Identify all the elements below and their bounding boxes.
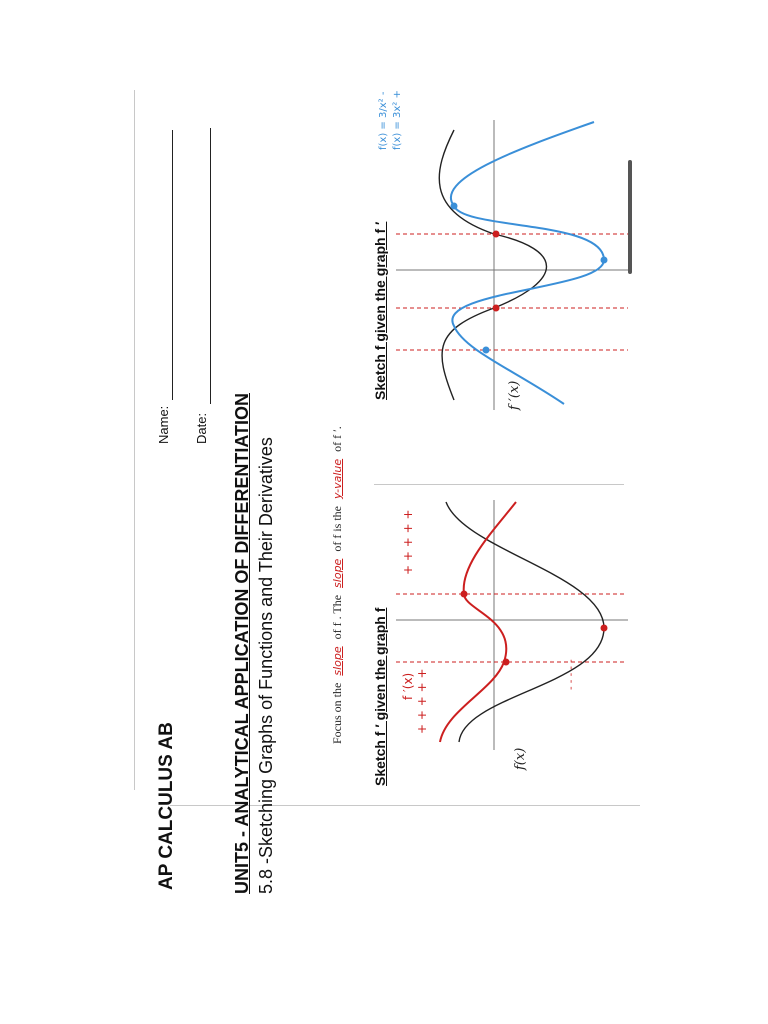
right-note-2: f(x) = 3x² + 1000	[392, 90, 403, 150]
right-point-1	[482, 346, 490, 354]
left-graph-label: f(x)	[513, 748, 528, 771]
right-given-curve	[438, 129, 548, 401]
left-sketch-curve	[439, 501, 517, 743]
right-graph-label: f ′(x)	[507, 381, 522, 411]
right-graph: f ′(x) f(x) = 3/x² - 2 f(x) = 3x² + 1000	[378, 90, 628, 411]
left-point-3	[600, 624, 608, 632]
left-point-2	[460, 590, 468, 598]
left-plus-signs-2: + + + + +	[401, 509, 415, 575]
scrollbar-thumb[interactable]	[628, 160, 632, 274]
right-sketch-curve	[450, 121, 606, 405]
left-graph: + + + + + + + + + + - - - - - f(x) f ′(x…	[396, 500, 628, 771]
right-point-4	[600, 256, 608, 264]
right-note-1: f(x) = 3/x² - 2	[378, 90, 389, 150]
left-plus-signs-1: + + + + +	[415, 668, 429, 734]
left-point-1	[502, 658, 510, 666]
left-given-curve	[445, 501, 605, 743]
right-point-5	[450, 202, 458, 210]
right-point-2	[492, 304, 500, 312]
right-point-3	[492, 230, 500, 238]
left-sketch-label: f ′(x)	[401, 673, 415, 700]
graphs-canvas: + + + + + + + + + + - - - - - f(x) f ′(x…	[378, 90, 628, 771]
left-minus-signs: - - - - -	[566, 659, 577, 690]
rotated-worksheet: AP CALCULUS AB Name: Date: UNIT5 - ANALY…	[134, 90, 654, 910]
